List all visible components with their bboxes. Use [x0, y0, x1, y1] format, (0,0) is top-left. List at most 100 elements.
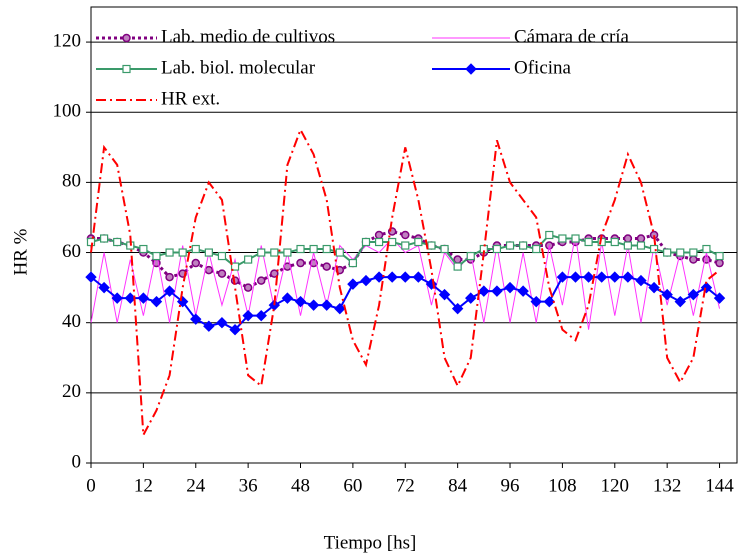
marker: [309, 244, 318, 254]
y-tick-label: 80: [62, 171, 81, 192]
legend-label: HR ext.: [161, 88, 220, 109]
marker: [465, 292, 477, 304]
marker: [191, 258, 201, 268]
y-tick-label: 20: [62, 381, 81, 402]
y-axis-label: HR %: [10, 228, 31, 275]
marker: [255, 309, 267, 322]
marker: [466, 251, 475, 261]
x-tick-label: 144: [705, 475, 734, 496]
marker: [663, 248, 672, 257]
y-tick-label: 40: [62, 311, 81, 332]
x-tick-label: 108: [548, 475, 577, 496]
x-tick-label: 60: [343, 475, 362, 496]
marker: [322, 262, 331, 271]
marker: [190, 313, 202, 325]
marker: [270, 269, 279, 278]
marker: [556, 271, 569, 283]
marker: [517, 285, 529, 297]
marker: [584, 237, 593, 247]
marker: [165, 248, 174, 257]
x-tick-label: 24: [186, 475, 206, 496]
x-tick-label: 48: [291, 475, 310, 496]
marker: [242, 309, 254, 322]
marker: [504, 281, 516, 294]
marker: [609, 271, 621, 283]
x-tick-label: 72: [396, 475, 415, 496]
marker: [571, 234, 580, 243]
x-tick-label: 132: [653, 475, 682, 496]
marker: [256, 276, 266, 285]
x-tick-label: 84: [448, 475, 468, 496]
marker: [532, 244, 541, 254]
marker: [648, 281, 660, 294]
marker: [374, 237, 384, 247]
marker: [216, 316, 228, 329]
x-axis-label: Tiempo [hs]: [324, 532, 417, 553]
marker: [229, 324, 241, 336]
marker: [98, 281, 110, 294]
marker: [347, 278, 359, 290]
series-line: [90, 127, 721, 439]
x-tick-label: 0: [86, 475, 96, 496]
marker: [244, 255, 253, 264]
marker: [150, 295, 163, 308]
marker: [661, 288, 673, 301]
marker: [152, 251, 161, 261]
marker: [713, 292, 726, 304]
marker: [99, 234, 109, 243]
marker: [453, 262, 462, 271]
marker: [702, 244, 711, 254]
y-tick-label: 100: [53, 101, 82, 122]
marker: [582, 271, 595, 283]
marker: [676, 248, 685, 257]
legend-marker: [122, 64, 131, 74]
marker: [178, 248, 187, 257]
marker: [689, 255, 698, 264]
marker: [427, 241, 436, 250]
marker: [296, 244, 305, 254]
marker: [595, 271, 608, 283]
marker: [412, 271, 425, 283]
marker: [176, 295, 189, 308]
marker: [649, 244, 659, 254]
marker: [85, 271, 97, 283]
marker: [438, 288, 451, 301]
marker: [636, 241, 646, 250]
marker: [257, 248, 266, 257]
marker: [191, 244, 200, 254]
legend-label: Lab. biol. molecular: [161, 57, 316, 78]
marker: [623, 241, 632, 250]
marker: [296, 258, 305, 268]
marker: [545, 230, 554, 240]
marker: [401, 230, 410, 240]
legend-marker: [122, 33, 131, 43]
marker: [281, 292, 294, 304]
x-tick-label: 12: [134, 475, 153, 496]
marker: [491, 285, 503, 297]
marker: [217, 251, 227, 261]
x-tick-label: 36: [239, 475, 258, 496]
marker: [440, 244, 449, 254]
marker: [137, 292, 150, 304]
marker: [451, 302, 464, 315]
marker: [113, 237, 122, 247]
y-tick-label: 120: [53, 30, 82, 51]
marker: [294, 295, 307, 308]
marker: [217, 269, 227, 278]
marker: [543, 295, 556, 308]
marker: [361, 237, 371, 247]
marker: [636, 234, 646, 243]
y-tick-label: 0: [72, 451, 82, 472]
marker: [689, 248, 698, 257]
marker: [388, 237, 397, 247]
marker: [334, 302, 346, 315]
marker: [610, 237, 619, 247]
marker: [165, 272, 174, 282]
marker: [139, 244, 148, 254]
marker: [478, 285, 490, 297]
y-tick-label: 60: [62, 241, 81, 262]
x-tick-label: 120: [601, 475, 630, 496]
x-tick-label: 96: [501, 475, 520, 496]
marker: [414, 237, 423, 247]
